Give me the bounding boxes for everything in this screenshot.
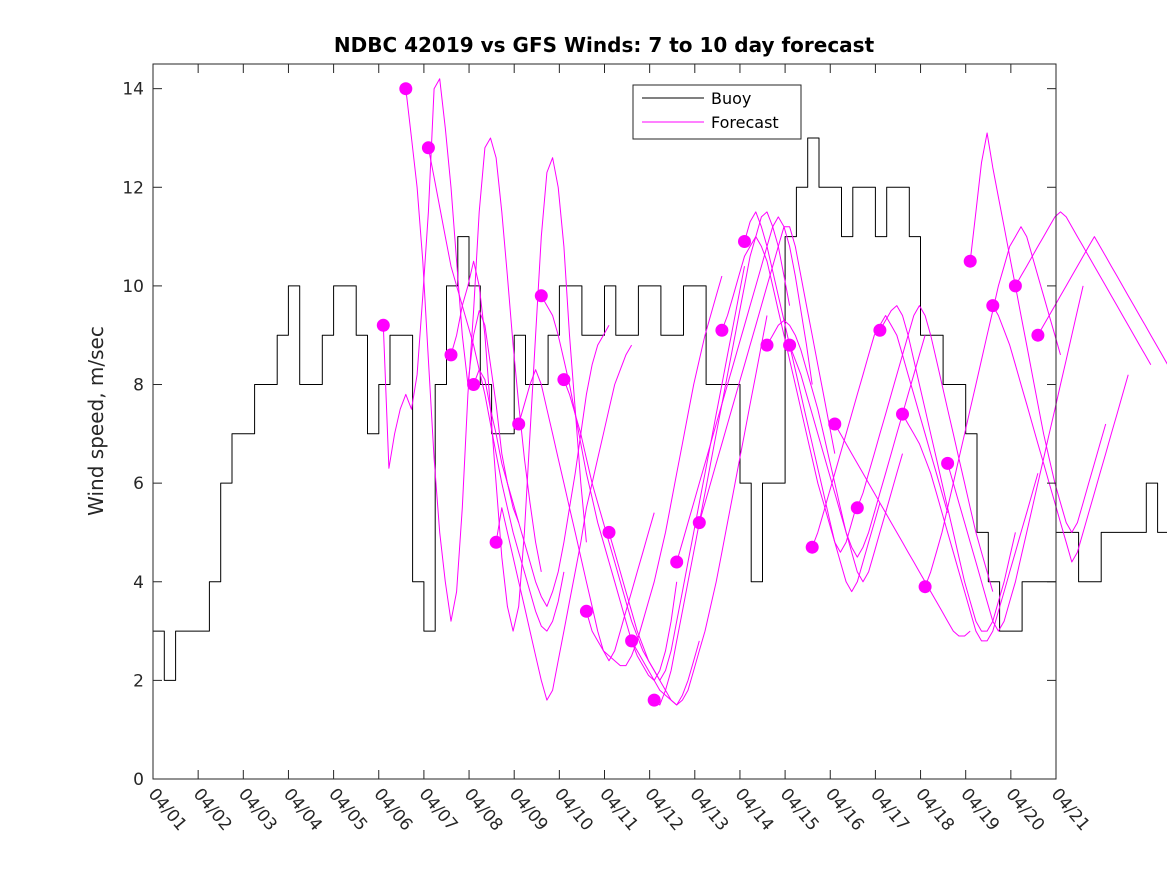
series-forecast-line-26 (947, 285, 1084, 632)
forecast-start-point (421, 141, 435, 155)
legend-box (632, 84, 802, 140)
series-forecast-line-22 (856, 305, 994, 592)
legend-forecast-label: Forecast (711, 113, 779, 132)
series-buoy-line (153, 137, 1167, 681)
forecast-start-point (376, 318, 390, 332)
forecast-start-point (625, 634, 639, 648)
series-forecast-line-3 (427, 147, 565, 632)
series-forecast-line-12 (631, 315, 768, 706)
legend: Buoy Forecast (632, 84, 802, 140)
forecast-start-point (1008, 279, 1022, 293)
forecast-start-point (670, 555, 684, 569)
series-forecast-line-5 (473, 325, 610, 607)
y-tick-label: 12 (122, 178, 144, 198)
series-forecast-line-14 (676, 216, 813, 563)
series-forecast-line-28 (992, 305, 1129, 563)
y-axis-label: Wind speed, m/sec (84, 326, 108, 516)
forecast-start-point (467, 378, 481, 391)
forecast-start-point (1031, 328, 1045, 342)
forecast-start-point (941, 456, 955, 470)
y-axis: 0 2 4 6 8 10 12 14 (122, 80, 1056, 790)
forecast-start-point (444, 348, 458, 362)
series-forecast-line-4 (450, 157, 587, 632)
y-tick-label: 8 (133, 376, 144, 396)
forecast-start-point (986, 299, 1000, 313)
forecast-start-point (534, 289, 548, 303)
forecast-start-point (692, 516, 706, 530)
forecast-start-point (647, 693, 661, 707)
forecast-start-point (738, 235, 751, 248)
forecast-start-point (760, 338, 774, 352)
y-tick-label: 10 (122, 277, 144, 297)
forecast-start-point (489, 535, 503, 549)
forecast-start-point (783, 338, 797, 352)
series-layer (153, 78, 1167, 706)
forecast-start-point (557, 373, 571, 387)
y-tick-label: 2 (133, 671, 144, 691)
series-forecast-line-10 (585, 275, 723, 667)
series-forecast-line-30 (1037, 236, 1167, 365)
plot-area (153, 64, 1056, 779)
forecast-start-point (715, 323, 729, 337)
series-forecast-line-15 (698, 226, 836, 523)
series-forecast-line-2 (405, 88, 542, 622)
series-forecast-line-11 (608, 266, 745, 681)
y-tick-label: 0 (133, 770, 144, 790)
chart-title: NDBC 42019 vs GFS Winds: 7 to 10 day for… (334, 33, 875, 57)
forecast-start-point (579, 604, 593, 618)
forecast-start-point (602, 525, 616, 539)
series-forecast-line-24 (902, 413, 1039, 642)
forecast-start-point (512, 417, 526, 431)
series-forecast-line-27 (969, 132, 1107, 533)
forecast-start-point (918, 580, 932, 594)
forecast-start-point (805, 540, 819, 554)
series-forecast-line-18 (766, 319, 903, 583)
forecast-start-point (963, 254, 977, 268)
forecast-start-point (896, 407, 909, 421)
y-tick-label: 6 (133, 474, 144, 494)
forecast-start-point (828, 417, 842, 431)
series-forecast-line-6 (495, 344, 633, 701)
series-forecast-line-17 (744, 211, 881, 593)
series-forecast-line-7 (518, 369, 655, 662)
series-forecast-line-29 (1014, 211, 1152, 366)
marker-layer (376, 82, 1045, 707)
forecast-start-point (399, 82, 413, 96)
series-forecast-line-21 (834, 423, 971, 637)
forecast-start-point (873, 323, 887, 337)
y-tick-label: 14 (122, 80, 144, 100)
legend-buoy-label: Buoy (711, 89, 751, 108)
series-forecast-line-1 (382, 78, 520, 523)
forecast-start-point (850, 501, 864, 515)
y-tick-label: 4 (133, 573, 144, 593)
